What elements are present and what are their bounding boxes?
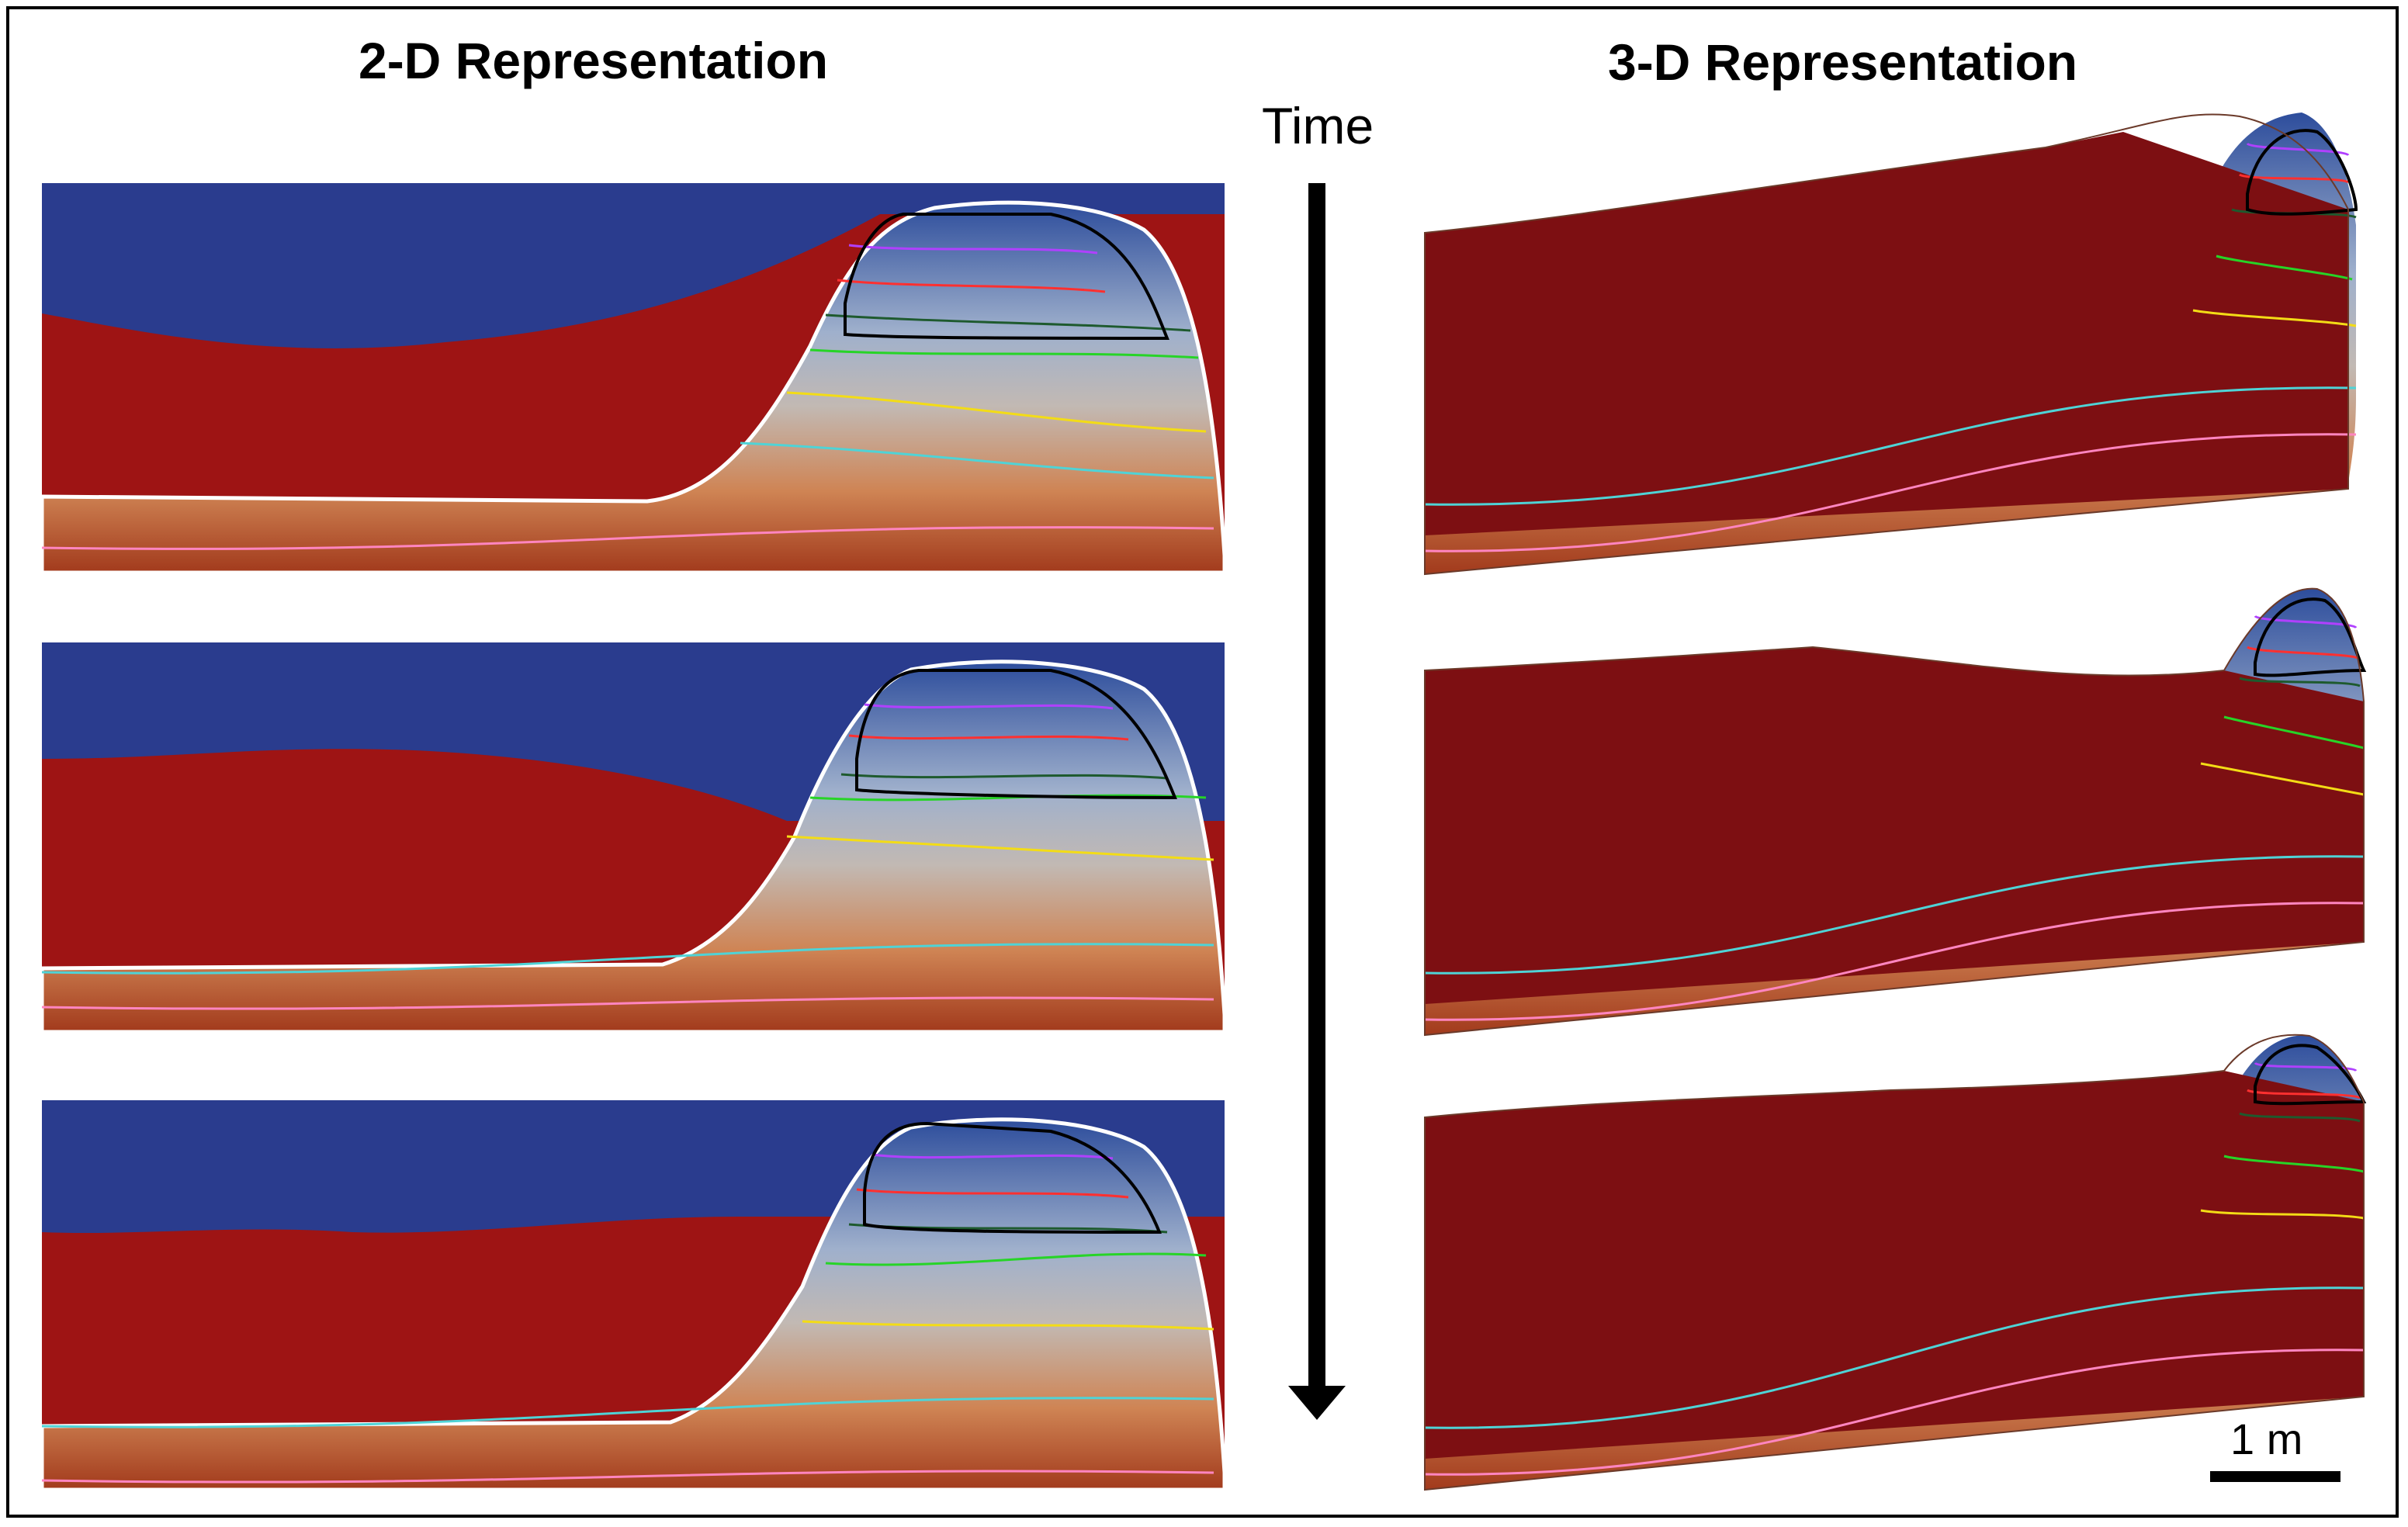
- dome-mound: [40, 660, 1227, 1034]
- heading-3d-representation: 3-D Representation: [1608, 33, 2078, 91]
- scale-bar-label: 1 m: [2230, 1414, 2303, 1463]
- contour-green: [2223, 1155, 2365, 1173]
- contour-dark-green: [840, 773, 1168, 780]
- contour-dark-green: [2239, 1112, 2361, 1123]
- panel-2d-early: [40, 183, 1227, 575]
- time-arrow-icon: [1288, 183, 1346, 1420]
- contour-yellow: [2200, 762, 2365, 796]
- contour-black: [863, 1121, 1162, 1234]
- contour-black: [844, 213, 1169, 341]
- dome-mound: [40, 200, 1227, 575]
- contour-dark-green: [2239, 677, 2361, 687]
- panel-2d-middle: [40, 642, 1227, 1034]
- contour-red: [2239, 173, 2349, 184]
- contour-purple: [848, 244, 1098, 254]
- contour-black: [2246, 129, 2358, 216]
- contour-cyan: [41, 1397, 1214, 1428]
- sediment-layer: [1425, 132, 2348, 535]
- contour-red: [856, 1188, 1129, 1199]
- panel-2d-late: [40, 1100, 1227, 1492]
- contour-cyan: [41, 943, 1214, 975]
- contour-dark-green: [825, 313, 1191, 332]
- time-label: Time: [1262, 97, 1374, 154]
- sediment-layer: [1425, 1071, 2364, 1459]
- contour-green: [825, 1252, 1207, 1266]
- contour-yellow: [786, 391, 1207, 433]
- contour-green: [809, 348, 1199, 359]
- panel-3d-late: [1424, 1034, 2367, 1491]
- contour-green: [2216, 254, 2353, 281]
- contour-red: [2247, 646, 2361, 660]
- block-outline: [1424, 587, 2365, 1037]
- contour-cyan: [1424, 386, 2357, 506]
- contour-pink: [41, 526, 1214, 550]
- contour-cyan: [1424, 1286, 2365, 1429]
- block-outline: [1424, 1034, 2365, 1491]
- figure-frame: [6, 6, 2399, 1518]
- contour-black: [2254, 1044, 2367, 1106]
- contour-cyan: [740, 441, 1214, 480]
- contour-red: [837, 279, 1106, 293]
- contour-green: [2223, 715, 2365, 750]
- contour-pink: [1424, 433, 2357, 552]
- panel-3d-early: [1424, 113, 2358, 576]
- contour-yellow: [802, 1320, 1214, 1331]
- contour-pink: [41, 996, 1214, 1010]
- dome-mound: [40, 1117, 1227, 1492]
- contour-red: [848, 734, 1129, 741]
- block-outline: [1424, 113, 2349, 576]
- scale-bar: [2210, 1471, 2340, 1482]
- contour-pink: [1424, 902, 2365, 1021]
- contour-purple: [2246, 142, 2350, 157]
- panel-3d-middle: [1424, 587, 2367, 1037]
- contour-green: [809, 794, 1207, 802]
- contour-cyan: [1424, 855, 2365, 975]
- heading-2d-representation: 2-D Representation: [359, 32, 829, 89]
- sediment-layer: [1425, 647, 2364, 1004]
- contour-black: [2254, 597, 2367, 677]
- contour-yellow: [786, 835, 1214, 861]
- contour-black: [855, 669, 1177, 800]
- contour-pink: [41, 1470, 1214, 1484]
- contour-purple: [864, 703, 1114, 710]
- contour-yellow: [2192, 309, 2357, 327]
- contour-purple: [2254, 1061, 2358, 1072]
- contour-pink: [1424, 1349, 2365, 1476]
- contour-yellow: [2200, 1209, 2365, 1220]
- contour-purple: [871, 1153, 1114, 1160]
